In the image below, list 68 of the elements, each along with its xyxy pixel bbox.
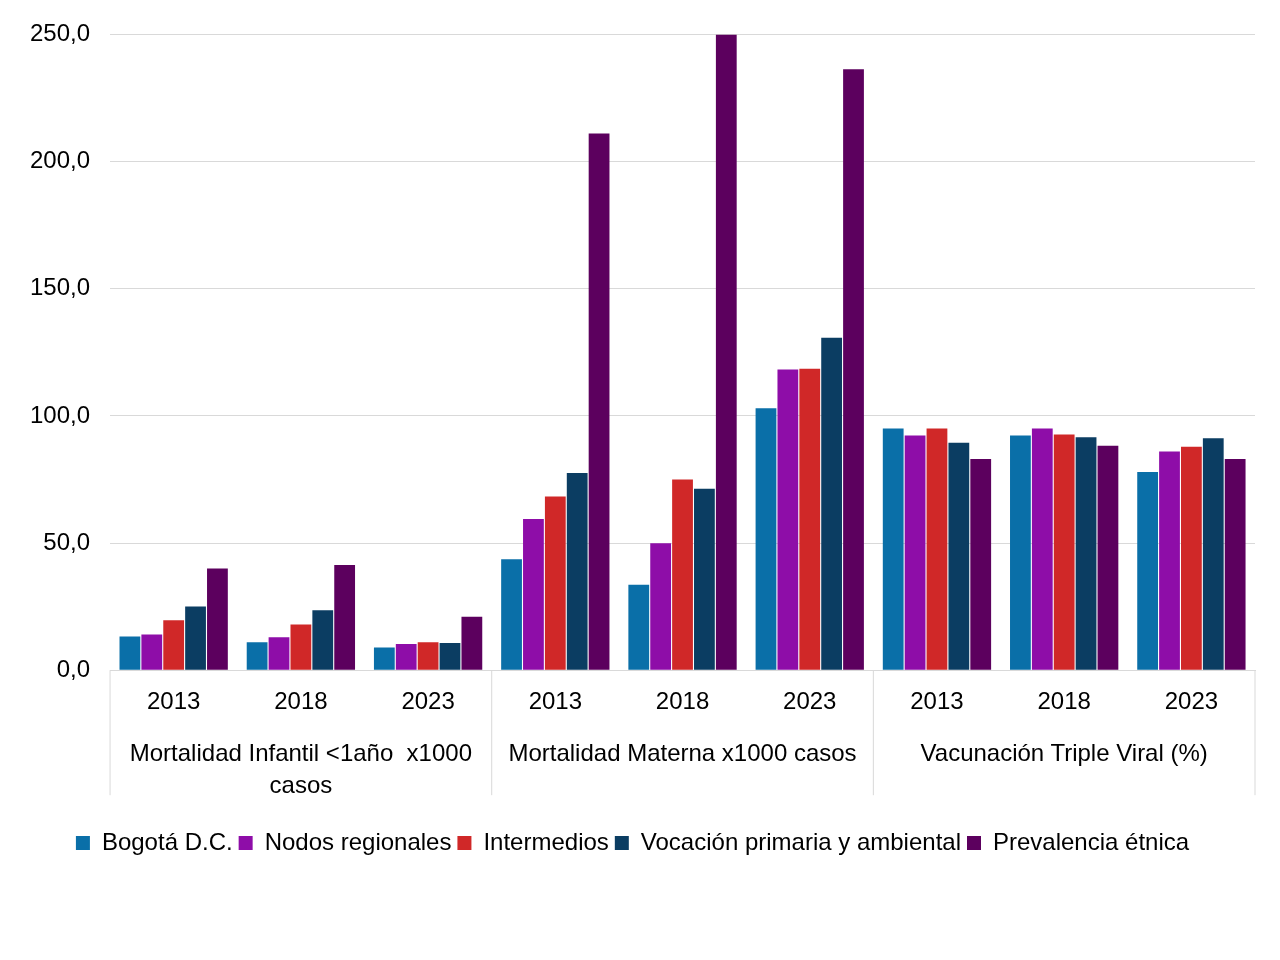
text: Vacunación Triple Viral (%) [920,738,1208,766]
y-tick-label: 50,0 [43,527,91,555]
bar [821,337,843,670]
text: Mortalidad Materna x1000 casos [508,738,857,766]
bar [544,496,566,670]
bar [373,647,395,670]
bar [1224,459,1246,670]
x-tick-label: 2018 [274,687,328,715]
bar [1181,446,1202,670]
bar [799,368,821,670]
bar [650,543,672,670]
bar [628,584,650,670]
bar [119,636,141,670]
legend-label: Bogotá D.C. [101,827,233,855]
bar [1097,445,1119,670]
bar [672,479,693,670]
x-tick-label: 2018 [1037,687,1091,715]
bar [566,473,588,670]
bar [268,637,290,670]
bar [439,642,461,670]
y-tick-label: 0,0 [56,654,91,682]
bar [185,606,206,670]
bar [926,428,948,670]
bar [501,559,522,670]
bar [1202,438,1224,670]
y-tick-label: 100,0 [30,400,91,428]
bar [904,435,926,670]
legend-label: Intermedios [483,827,609,855]
bar [207,568,228,670]
bar [334,564,356,670]
bar [715,34,737,670]
x-tick-label: 2023 [783,687,837,715]
x-tick-label: 2013 [146,687,201,715]
bar [1159,451,1180,670]
bar [141,634,163,670]
text: Mortalidad Infantil <1año x1000 casos [129,738,472,798]
bar [523,518,544,670]
bar [777,369,799,670]
bar [312,610,334,670]
bar [395,644,417,670]
bar [1010,435,1031,670]
bar [882,428,904,670]
bar [970,459,992,670]
bar [246,642,268,670]
bar [948,442,970,670]
bar [1137,472,1159,670]
bar [461,616,483,670]
x-tick-label: 2013 [528,687,583,715]
bar [1053,434,1075,670]
legend-label: Nodos regionales [264,827,452,855]
legend-label: Vocación primaria y ambiental [640,827,961,855]
x-tick-label: 2013 [910,687,964,715]
bar [755,408,777,670]
bar [588,133,610,670]
bar [1075,437,1097,670]
bar [843,69,864,670]
bar [290,624,312,670]
legend-label: Prevalencia étnica [992,827,1190,855]
x-tick-label: 2018 [655,687,710,715]
bar [694,488,715,670]
y-tick-label: 150,0 [30,273,91,301]
y-tick-label: 200,0 [30,146,91,174]
x-tick-label: 2023 [1164,687,1219,715]
bar [163,620,185,670]
x-tick-label: 2023 [401,687,455,715]
y-tick-label: 250,0 [30,19,91,47]
bar [1031,428,1053,670]
bar [417,642,439,670]
